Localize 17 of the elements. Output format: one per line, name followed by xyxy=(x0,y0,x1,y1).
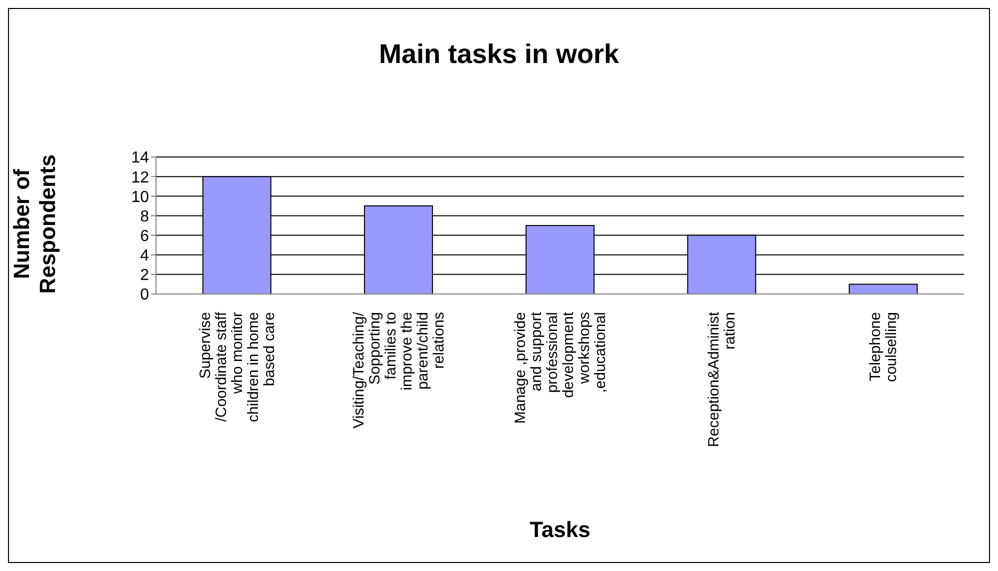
y-tick-label: 2 xyxy=(140,267,150,284)
x-tick-label: Visiting/Teaching/ Sopporting families to improve the parent/child relations xyxy=(350,311,448,428)
x-tick-label: Telephone coulselling xyxy=(867,312,900,382)
x-tick-label: Manage ,provide and support professional development workshops ,educational xyxy=(512,311,609,424)
x-tick-label: Reception&Administration xyxy=(706,311,739,448)
y-tick-label: 14 xyxy=(131,150,150,167)
x-tick-label: Supervise /Coordinate staff who monitor children in home based care xyxy=(196,311,278,422)
y-tick-label: 6 xyxy=(140,228,150,245)
y-tick-label: 4 xyxy=(140,248,150,265)
y-tick-label: 0 xyxy=(140,286,150,304)
y-tick-label: 10 xyxy=(131,188,150,206)
y-tick-label: 12 xyxy=(131,169,150,186)
y-tick-label: 8 xyxy=(140,208,150,226)
chart-title: Main tasks in work xyxy=(378,39,620,70)
bar xyxy=(848,284,918,294)
x-axis-title: Tasks xyxy=(528,517,592,543)
y-axis-title: Number of Respondents xyxy=(9,153,61,296)
